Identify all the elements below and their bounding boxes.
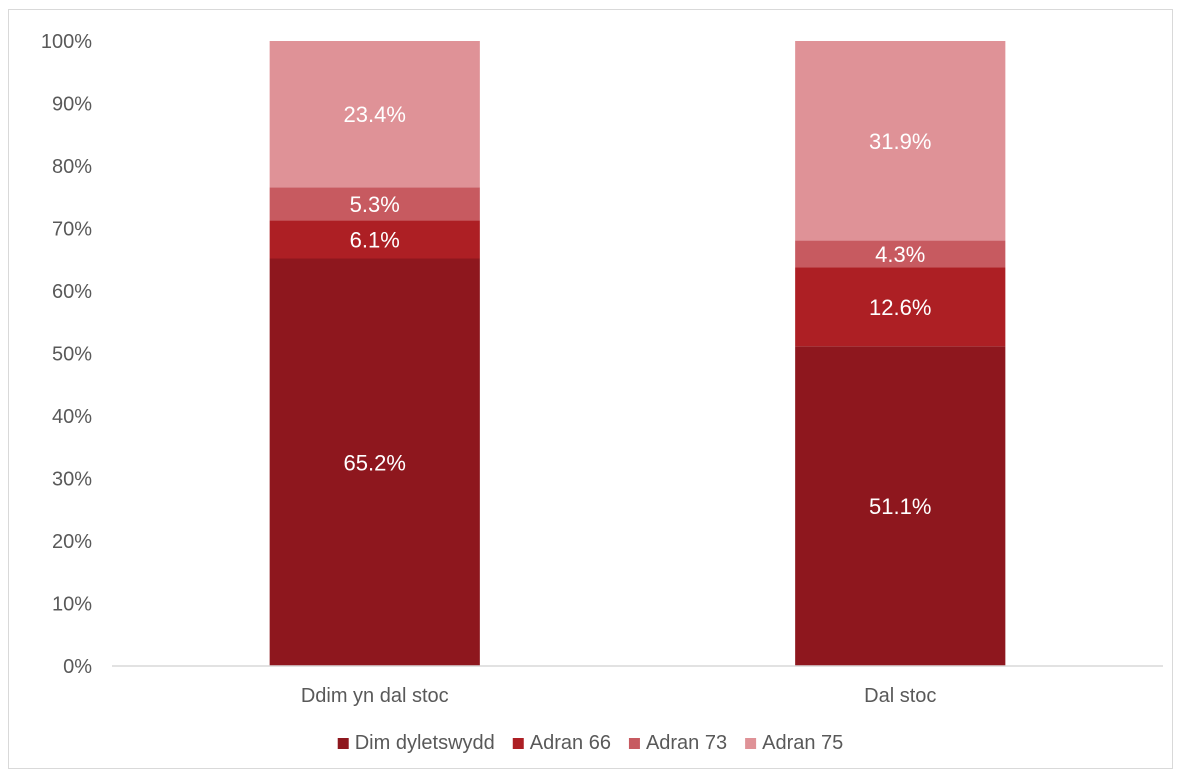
y-tick-label: 60%: [52, 281, 92, 303]
legend-label: Dim dyletswydd: [355, 732, 495, 754]
legend-item: Adran 66: [512, 732, 611, 754]
y-tick-label: 50%: [52, 344, 92, 366]
bar-segment: [795, 346, 1006, 666]
bar-segment: [269, 220, 480, 259]
data-label: 65.2%: [344, 450, 406, 475]
category-labels: Ddim yn dal stoc Dal stoc: [301, 685, 937, 707]
data-label: 31.9%: [869, 129, 931, 154]
legend-item: Adran 73: [628, 732, 727, 754]
data-label: 12.6%: [869, 295, 931, 320]
y-tick-label: 20%: [52, 531, 92, 553]
y-tick-label: 80%: [52, 156, 92, 178]
data-label: 5.3%: [350, 192, 400, 217]
bar-segment: [795, 267, 1006, 347]
data-label: 51.1%: [869, 494, 931, 519]
bars: [269, 41, 1006, 666]
bar-segment: [795, 41, 1006, 241]
category-label: Ddim yn dal stoc: [301, 685, 449, 707]
legend-swatch: [628, 738, 640, 749]
legend-swatch: [512, 738, 524, 749]
legend-swatch: [745, 738, 757, 749]
bar-segment: [795, 240, 1006, 268]
data-label: 4.3%: [875, 242, 925, 267]
legend-swatch: [337, 738, 349, 749]
bar-segment: [269, 41, 480, 188]
data-label: 23.4%: [344, 102, 406, 127]
y-tick-label: 90%: [52, 94, 92, 116]
data-label: 6.1%: [350, 227, 400, 252]
y-tick-label: 10%: [52, 594, 92, 616]
y-tick-label: 70%: [52, 219, 92, 241]
legend-label: Adran 73: [646, 732, 727, 754]
bar-segment: [269, 187, 480, 221]
data-labels: 65.2% 6.1% 5.3% 23.4% 51.1% 12.6% 4.3% 31.9%: [344, 102, 932, 519]
y-tick-label: 0%: [63, 656, 92, 678]
y-tick-label: 40%: [52, 406, 92, 428]
y-tick-label: 30%: [52, 469, 92, 491]
legend-item: Dim dyletswydd: [337, 732, 495, 754]
y-axis-ticks: 0% 10% 20% 30% 40% 50% 60% 70% 80% 90% 100%: [41, 31, 92, 678]
legend-label: Adran 66: [530, 732, 611, 754]
legend-label: Adran 75: [762, 732, 843, 754]
legend-item: Adran 75: [745, 732, 843, 754]
bar-segment: [269, 258, 480, 666]
category-label: Dal stoc: [864, 685, 936, 707]
y-tick-label: 100%: [41, 31, 92, 53]
legend: Dim dyletswydd Adran 66 Adran 73 Adran 75: [337, 732, 843, 754]
